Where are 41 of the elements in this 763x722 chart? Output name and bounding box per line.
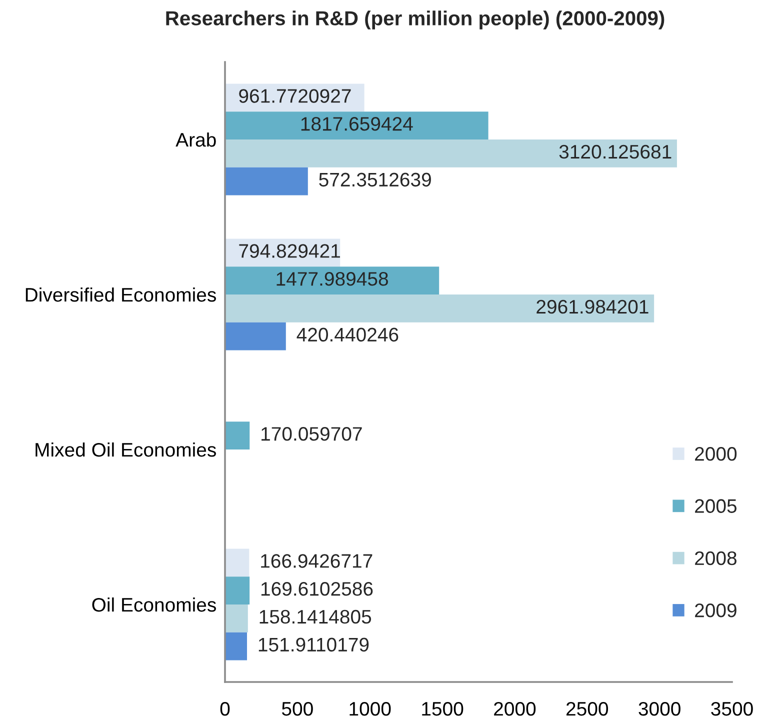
bar [225,167,308,196]
bar [225,422,250,450]
bar [225,632,248,660]
data-label: 2961.984201 [536,300,648,314]
x-tick-label: 2500 [566,702,608,716]
legend-label: 2000 [695,447,737,461]
legend-label: 2009 [695,603,736,618]
data-label: 151.9110179 [258,638,369,652]
legend-label: 2005 [695,499,737,513]
data-label: 420.440246 [296,328,398,342]
bar [225,322,286,350]
data-label: 169.6102586 [261,582,373,596]
data-label: 3120.125681 [559,144,672,159]
y-tick-label: Oil Economies [92,597,216,612]
x-tick-label: 500 [282,702,313,716]
data-label: 794.829421 [239,244,340,258]
data-label: 961.7720927 [239,89,351,103]
bar [225,294,654,322]
bar [225,112,488,140]
y-tick-label: Arab [176,132,216,147]
bar [225,140,677,168]
data-label: 170.059707 [262,427,362,441]
bar [225,576,250,604]
data-label: 1477.989458 [276,272,388,286]
data-label: 158.1414805 [260,610,372,624]
x-tick-label: 3500 [711,702,753,716]
data-label: 572.3512639 [319,172,431,187]
y-tick-label: Diversified Economies [26,287,216,302]
bar [225,548,250,577]
x-tick-label: 3000 [638,702,680,716]
chart-title: Researchers in R&D (per million people) (2000-2009) [166,10,664,30]
x-tick-label: 2000 [494,702,536,716]
legend-label: 2008 [695,551,736,566]
y-tick-label: Mixed Oil Economies [36,442,216,457]
data-label: 1817.659424 [301,117,413,131]
x-tick-label: 0 [220,702,230,716]
data-label: 166.9426717 [261,554,372,568]
x-tick-label: 1000 [350,702,391,716]
bar [225,604,248,632]
x-tick-label: 1500 [422,702,464,716]
bar [225,266,440,294]
